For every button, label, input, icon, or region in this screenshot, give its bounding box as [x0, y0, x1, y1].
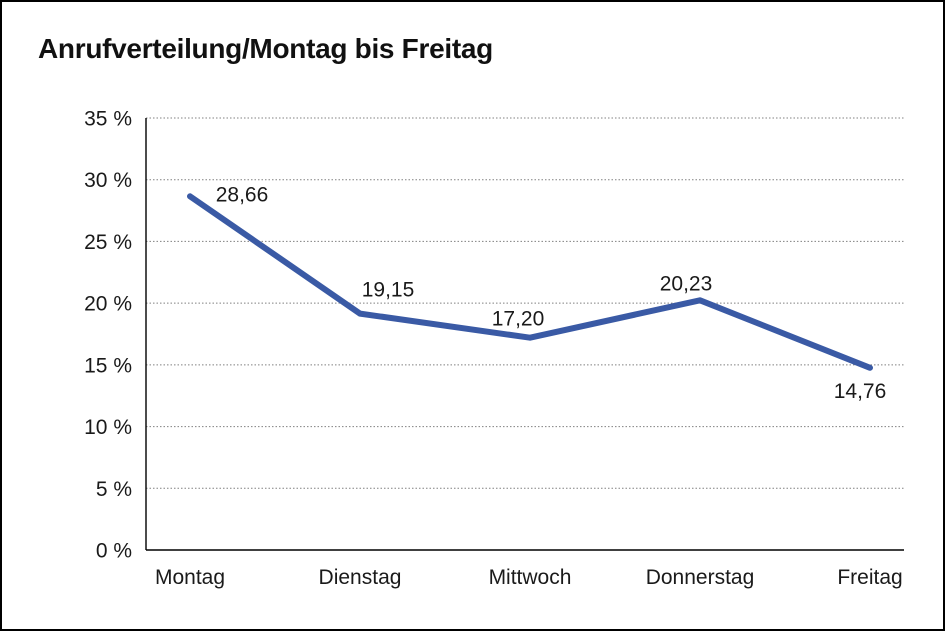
y-tick-label: 5 % — [96, 478, 132, 501]
y-tick-label: 30 % — [84, 169, 132, 192]
x-category-label: Dienstag — [319, 566, 402, 589]
chart-title: Anrufverteilung/Montag bis Freitag — [38, 33, 493, 64]
data-label: 28,66 — [216, 183, 269, 206]
x-category-label: Montag — [155, 566, 225, 589]
y-tick-label: 15 % — [84, 354, 132, 377]
series-line — [187, 193, 873, 371]
x-category-label: Mittwoch — [489, 566, 572, 589]
y-tick-label: 0 % — [96, 540, 132, 563]
y-tick-label: 10 % — [84, 416, 132, 439]
y-tick-label: 25 % — [84, 231, 132, 254]
data-label: 19,15 — [362, 279, 415, 302]
x-category-label: Donnerstag — [646, 566, 755, 589]
data-label: 20,23 — [660, 272, 713, 295]
x-category-label: Freitag — [837, 566, 902, 589]
data-label: 14,76 — [834, 380, 887, 403]
y-tick-label: 35 % — [84, 108, 132, 131]
y-tick-label: 20 % — [84, 293, 132, 316]
data-label: 17,20 — [492, 308, 545, 331]
